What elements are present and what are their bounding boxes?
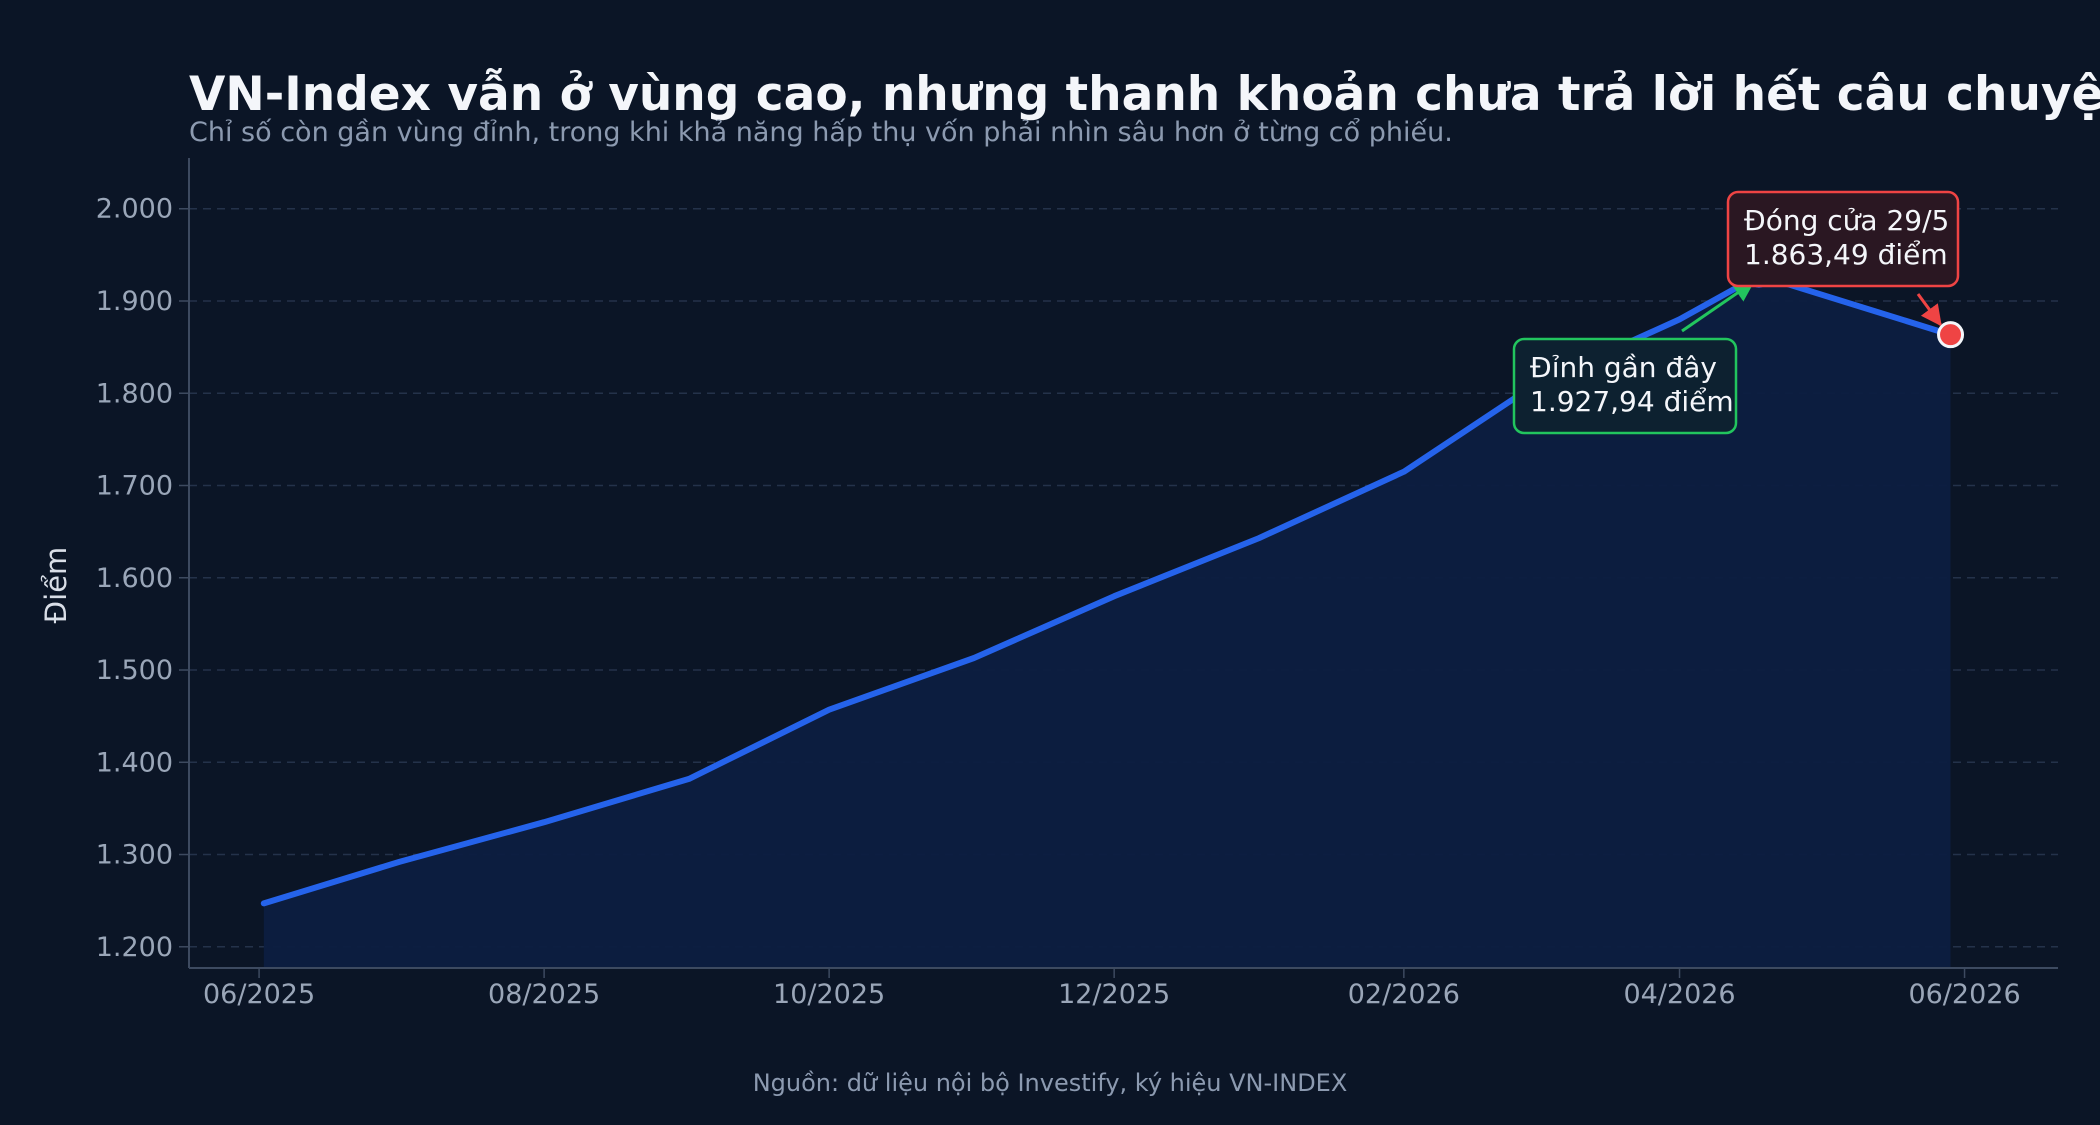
chart-title: VN-Index vẫn ở vùng cao, nhưng thanh kho… [189, 67, 2100, 122]
y-tick-label: 2.000 [96, 194, 173, 225]
close-label-value: 1.863,49 điểm [1744, 238, 1948, 271]
x-tick-label: 10/2025 [773, 979, 885, 1010]
series-layer [260, 272, 1954, 907]
x-ticks: 06/2025 08/2025 10/2025 12/2025 02/2026 04/20… [203, 968, 2021, 1010]
area-layer [263, 275, 1951, 968]
close-label-title: Đóng cửa 29/5 [1744, 204, 1949, 237]
peak-label-title: Đỉnh gần đây [1530, 351, 1717, 384]
x-tick-label: 02/2026 [1348, 979, 1460, 1010]
y-ticks: 1.200 1.300 1.400 1.500 1.600 1.700 1.800 1.900… [96, 194, 189, 963]
peak-box [1512, 337, 1738, 435]
x-tick-label: 12/2025 [1058, 979, 1170, 1010]
y-tick-label: 1.900 [96, 286, 173, 317]
peak-label-value: 1.927,94 điểm [1530, 385, 1734, 418]
peak-arrow [1681, 280, 1755, 333]
axes [188, 158, 2058, 969]
y-tick-label: 1.300 [96, 840, 173, 871]
series-line [260, 272, 1954, 907]
y-tick-label: 1.400 [96, 747, 173, 778]
close-marker [1937, 321, 1965, 349]
x-tick-label: 08/2025 [488, 979, 600, 1010]
chart-subtitle: Chỉ số còn gần vùng đỉnh, trong khi khả … [189, 117, 1453, 148]
source-note: Nguồn: dữ liệu nội bộ Investify, ký hiệu… [753, 1069, 1348, 1097]
x-tick-label: 04/2026 [1623, 979, 1735, 1010]
y-tick-label: 1.700 [96, 471, 173, 502]
close-arrow [1916, 293, 1942, 327]
x-tick-label: 06/2025 [203, 979, 315, 1010]
series-area [263, 275, 1951, 968]
y-tick-label: 1.500 [96, 655, 173, 686]
y-tick-label: 1.600 [96, 563, 173, 594]
y-tick-label: 1.800 [96, 378, 173, 409]
close-box [1726, 190, 1960, 288]
y-axis-label: Điểm [39, 547, 73, 624]
x-tick-label: 06/2026 [1908, 979, 2020, 1010]
y-tick-label: 1.200 [96, 932, 173, 963]
